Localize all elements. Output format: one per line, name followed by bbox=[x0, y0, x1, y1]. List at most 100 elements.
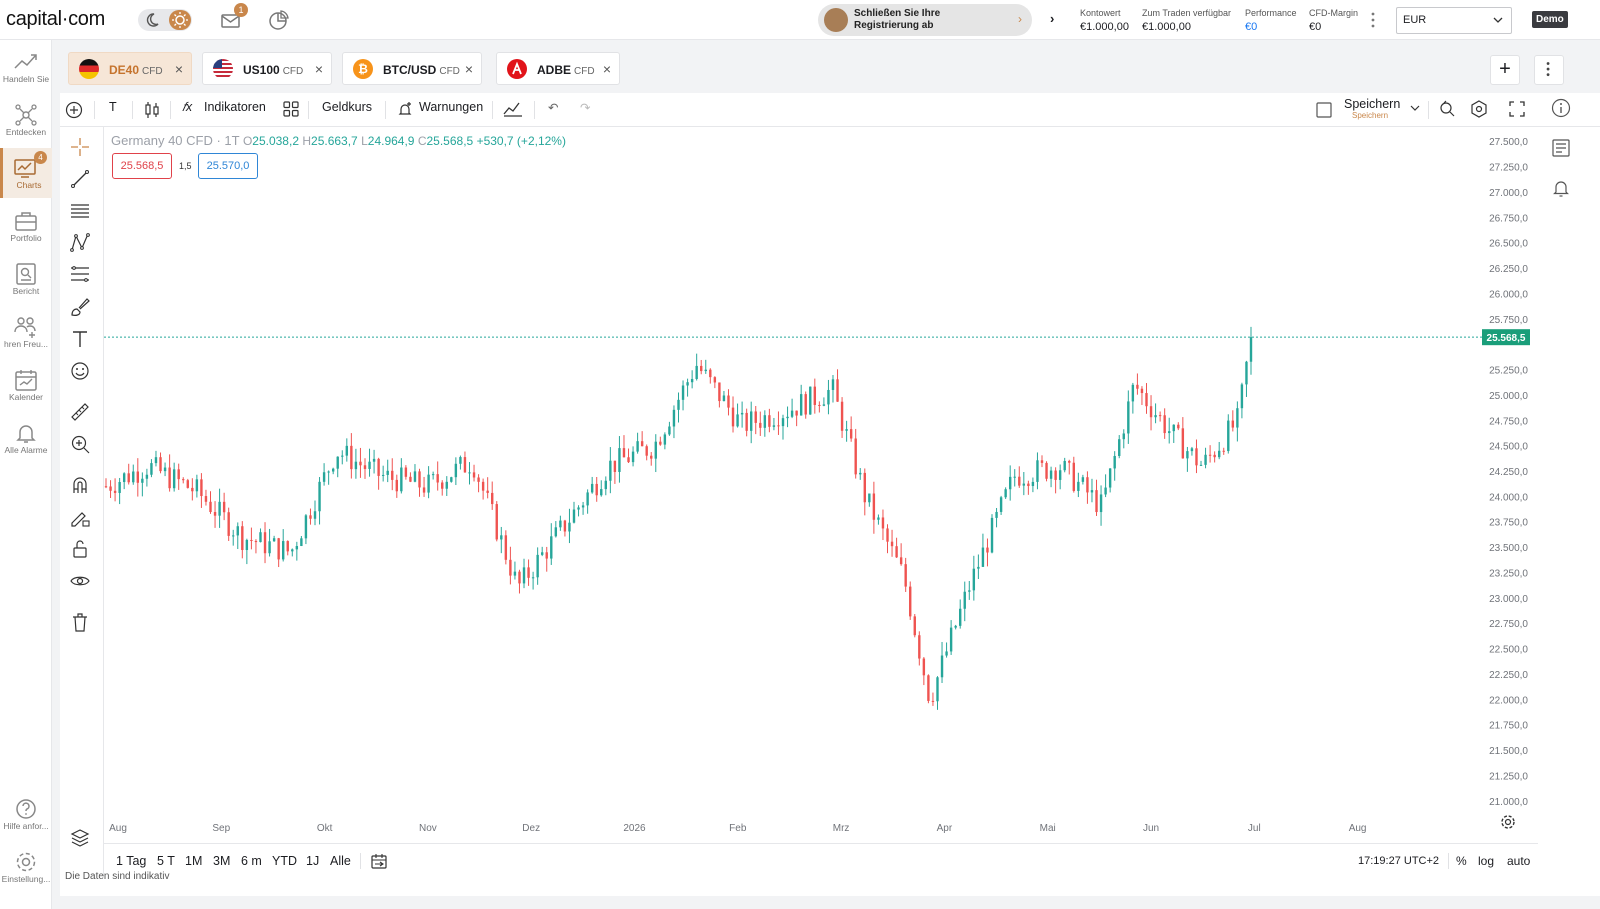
redo-icon[interactable]: ↷ bbox=[580, 101, 591, 115]
sidebar-item-discover[interactable]: Entdecken bbox=[0, 95, 52, 145]
fullscreen-icon[interactable] bbox=[1508, 100, 1526, 118]
templates-icon[interactable] bbox=[283, 101, 299, 117]
close-tab-icon[interactable]: × bbox=[602, 61, 611, 77]
registration-banner[interactable]: Schließen Sie Ihre Registrierung ab › bbox=[818, 4, 1032, 36]
quick-search-icon[interactable] bbox=[1438, 100, 1456, 118]
candle-body bbox=[195, 479, 199, 492]
sidebar-item-report[interactable]: Bericht bbox=[0, 254, 52, 304]
buy-price-button[interactable]: 25.570,0 bbox=[198, 153, 258, 179]
horizontal-lines-icon[interactable] bbox=[69, 200, 91, 222]
fib-retracement-icon[interactable] bbox=[69, 264, 91, 286]
price-type-button[interactable]: Geldkurs bbox=[322, 100, 373, 114]
percent-toggle[interactable]: % bbox=[1456, 854, 1467, 868]
add-tab-button[interactable]: + bbox=[1490, 55, 1520, 85]
go-to-date-icon[interactable] bbox=[370, 852, 388, 870]
trash-icon[interactable] bbox=[69, 611, 91, 633]
range-6m[interactable]: 6 m bbox=[241, 854, 262, 868]
unlock-icon[interactable] bbox=[69, 538, 91, 560]
candle-body bbox=[590, 483, 594, 493]
close-tab-icon[interactable]: × bbox=[174, 61, 183, 77]
save-checkbox-icon[interactable] bbox=[1316, 102, 1332, 118]
candle-type-icon[interactable] bbox=[142, 100, 162, 120]
candle-body bbox=[1236, 408, 1239, 428]
demo-badge[interactable]: Demo bbox=[1532, 11, 1568, 28]
y-tick-label: 27.500,0 bbox=[1489, 137, 1528, 148]
theme-toggle[interactable] bbox=[138, 9, 192, 31]
edit-lock-icon[interactable] bbox=[69, 506, 91, 528]
undo-icon[interactable]: ↶ bbox=[548, 101, 559, 115]
tab-btcusd[interactable]: ₿ BTC/USD CFD × bbox=[342, 52, 482, 85]
range-ytd[interactable]: YTD bbox=[272, 854, 297, 868]
sidebar-item-help[interactable]: Hilfe anfor... bbox=[0, 789, 52, 839]
candle-body bbox=[627, 457, 630, 463]
text-tool-icon[interactable] bbox=[69, 328, 91, 350]
close-tab-icon[interactable]: × bbox=[314, 61, 323, 77]
trend-line-icon[interactable] bbox=[69, 168, 91, 190]
candle-body bbox=[999, 497, 1003, 512]
candle-body bbox=[577, 507, 580, 510]
chart-settings-icon[interactable] bbox=[1470, 100, 1488, 118]
sidebar-item-label: Kalender bbox=[8, 392, 44, 402]
tab-us100[interactable]: US100 CFD × bbox=[202, 52, 332, 85]
zoom-in-icon[interactable] bbox=[69, 433, 91, 455]
symbol-name[interactable]: Germany 40 CFD · 1T bbox=[111, 133, 240, 148]
sidebar-item-calendar[interactable]: Kalender bbox=[0, 360, 52, 410]
range-1m[interactable]: 1M bbox=[185, 854, 203, 868]
visibility-icon[interactable] bbox=[69, 570, 91, 592]
interval-button[interactable]: T bbox=[109, 100, 117, 114]
more-vertical-icon[interactable] bbox=[1371, 12, 1375, 28]
info-icon[interactable] bbox=[1550, 97, 1572, 119]
disclaimer-text: Die Daten sind indikativ bbox=[65, 871, 170, 882]
add-symbol-icon[interactable] bbox=[65, 101, 83, 119]
sidebar-item-trade[interactable]: Handeln Sie bbox=[0, 42, 52, 92]
utc-clock[interactable]: 17:19:27 UTC+2 bbox=[1358, 855, 1440, 867]
range-3m[interactable]: 3M bbox=[213, 854, 231, 868]
tab-adbe[interactable]: ADBE CFD × bbox=[496, 52, 620, 85]
sell-price-button[interactable]: 25.568,5 bbox=[112, 153, 172, 179]
expand-account-icon[interactable]: › bbox=[1050, 11, 1055, 26]
sidebar-item-charts[interactable]: 4 Charts bbox=[0, 148, 52, 198]
magnet-icon[interactable] bbox=[69, 474, 91, 496]
log-toggle[interactable]: log bbox=[1478, 854, 1495, 868]
range-divider bbox=[360, 853, 361, 869]
brush-icon[interactable] bbox=[69, 296, 91, 318]
range-5d[interactable]: 5 T bbox=[157, 854, 175, 868]
save-button[interactable]: Speichern Speichern bbox=[1344, 97, 1400, 120]
account-label: CFD-Margin bbox=[1309, 8, 1359, 18]
capital-com-logo[interactable]: capital·com bbox=[6, 8, 105, 30]
sidebar-item-settings[interactable]: Einstellung... bbox=[0, 842, 52, 892]
toolbar-divider bbox=[94, 101, 95, 119]
sidebar-item-alarms[interactable]: Alle Alarme bbox=[0, 413, 52, 463]
range-1y[interactable]: 1J bbox=[306, 854, 320, 868]
alerts-button[interactable]: Warnungen bbox=[419, 100, 484, 114]
ruler-icon[interactable] bbox=[69, 401, 91, 423]
compare-icon[interactable] bbox=[502, 100, 524, 118]
crosshair-icon[interactable] bbox=[69, 136, 91, 158]
auto-toggle[interactable]: auto bbox=[1507, 854, 1531, 868]
sidebar-item-portfolio[interactable]: Portfolio bbox=[0, 201, 52, 251]
mail-icon[interactable] bbox=[218, 8, 244, 32]
candlestick-chart[interactable]: 27.500,0 27.250,0 27.000,0 26.750,0 26.500,0… bbox=[104, 127, 1540, 843]
candle-body bbox=[472, 472, 476, 478]
pattern-icon[interactable] bbox=[69, 232, 91, 254]
tab-de40[interactable]: DE40 CFD × bbox=[68, 52, 192, 85]
range-1d[interactable]: 1 Tag bbox=[116, 854, 147, 868]
tabs-menu-button[interactable] bbox=[1534, 55, 1564, 85]
chevron-down-icon[interactable] bbox=[1410, 103, 1420, 113]
candle-body bbox=[363, 465, 367, 469]
sidebar-item-invite[interactable]: hren Freu... bbox=[0, 307, 52, 357]
news-icon[interactable] bbox=[1550, 137, 1572, 159]
axis-settings-icon[interactable] bbox=[1500, 814, 1516, 830]
candle-body bbox=[1072, 462, 1075, 491]
currency-select[interactable]: EUR bbox=[1396, 7, 1512, 34]
candle-body bbox=[1081, 477, 1085, 482]
layers-icon[interactable] bbox=[69, 827, 91, 849]
emoji-icon[interactable] bbox=[69, 360, 91, 382]
candle-body bbox=[863, 472, 866, 503]
range-all[interactable]: Alle bbox=[330, 854, 351, 868]
pie-chart-icon[interactable] bbox=[266, 8, 292, 32]
indicators-button[interactable]: Indikatoren bbox=[204, 100, 266, 114]
price-alert-bell-icon[interactable] bbox=[1550, 177, 1572, 199]
candle-body bbox=[1027, 483, 1030, 487]
close-tab-icon[interactable]: × bbox=[464, 61, 473, 77]
